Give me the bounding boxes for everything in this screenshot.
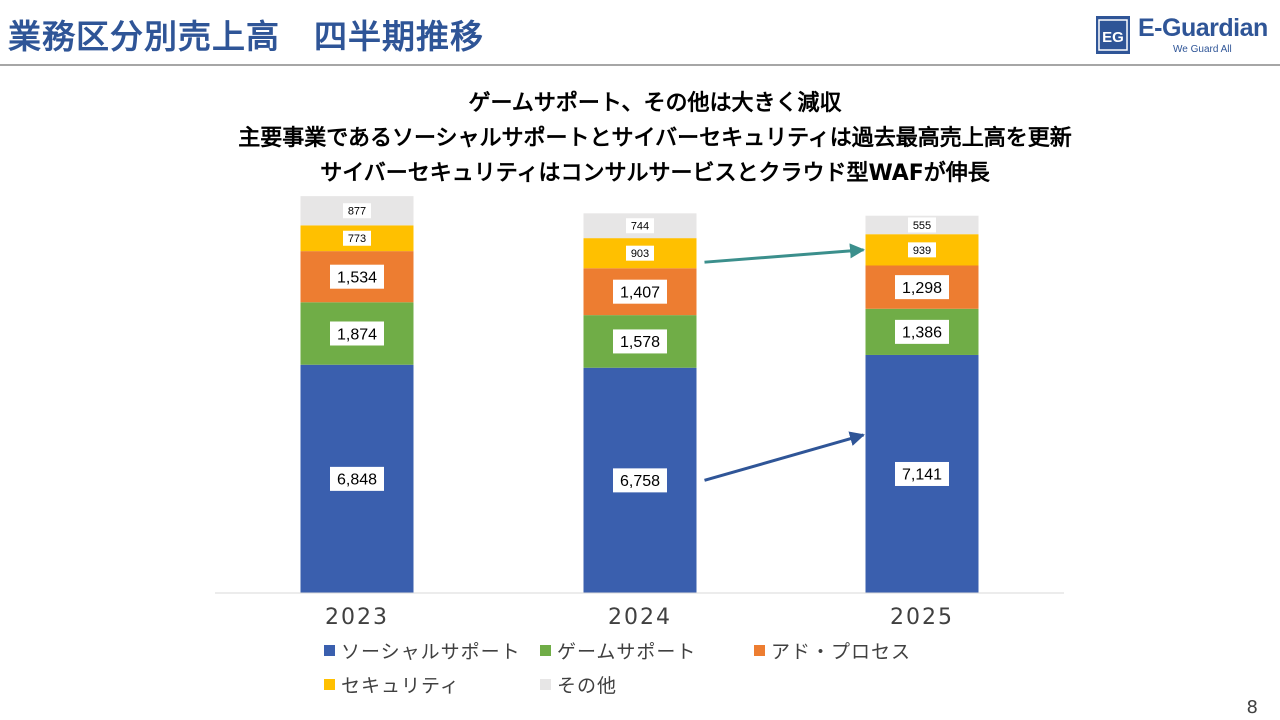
legend-label: セキュリティ xyxy=(341,674,460,697)
x-tick-label: 2024 xyxy=(608,605,672,630)
data-label: 1,578 xyxy=(620,334,660,351)
headline-2: 主要事業であるソーシャルサポートとサイバーセキュリティは過去最高売上高を更新 xyxy=(238,126,1072,151)
data-label-box xyxy=(330,466,384,491)
data-label-box xyxy=(895,319,949,344)
x-tick-label: 2025 xyxy=(890,605,954,630)
logo-tagline: We Guard All xyxy=(1173,44,1232,55)
data-label: 6,848 xyxy=(337,472,377,489)
trend-arrow xyxy=(704,243,865,264)
legend-item-game-support: ゲームサポート xyxy=(540,636,696,664)
data-label: 744 xyxy=(631,221,649,233)
data-label-box xyxy=(613,468,667,493)
legend-item-other: その他 xyxy=(540,670,617,698)
trend-arrow xyxy=(704,431,865,482)
data-label-box xyxy=(626,218,654,234)
title-divider xyxy=(0,64,1280,66)
legend-item-social-support: ソーシャルサポート xyxy=(324,636,521,664)
chart-legend: ソーシャルサポート ゲームサポート アド・プロセス セキュリティ その他 xyxy=(324,636,964,702)
legend-swatch xyxy=(540,678,551,690)
company-logo: EG E-Guardian We Guard All xyxy=(1096,14,1272,56)
data-label: 1,534 xyxy=(337,269,377,286)
page-number: 8 xyxy=(1246,697,1258,718)
data-label-box xyxy=(330,264,384,289)
legend-label: アド・プロセス xyxy=(771,640,912,663)
page-title: 業務区分別売上高 四半期推移 xyxy=(8,17,484,56)
data-label-box xyxy=(626,245,654,261)
data-label: 903 xyxy=(631,248,649,260)
headline-3: サイバーセキュリティはコンサルサービスとクラウド型WAFが伸長 xyxy=(320,161,990,186)
data-label-box xyxy=(343,230,371,246)
headline-block: ゲームサポート、その他は大きく減収 主要事業であるソーシャルサポートとサイバーセ… xyxy=(140,86,1170,191)
legend-swatch xyxy=(540,644,551,656)
x-tick-label: 2023 xyxy=(325,605,389,630)
legend-swatch xyxy=(324,678,335,690)
data-label-box xyxy=(343,203,371,219)
legend-label: ゲームサポート xyxy=(557,640,697,663)
logo-mark-text: EG xyxy=(1102,29,1124,46)
legend-label: その他 xyxy=(557,674,618,697)
logo-mark-icon: EG xyxy=(1096,16,1130,54)
logo-name: E-Guardian xyxy=(1138,14,1268,42)
data-label: 1,386 xyxy=(902,325,942,342)
data-label: 1,874 xyxy=(337,326,377,343)
data-label: 877 xyxy=(348,206,366,218)
data-label: 773 xyxy=(348,233,366,245)
data-label: 939 xyxy=(913,245,931,257)
data-label: 555 xyxy=(913,220,931,232)
data-label-box xyxy=(908,242,936,258)
legend-item-ad-process: アド・プロセス xyxy=(754,636,911,664)
legend-swatch xyxy=(324,644,335,656)
data-label: 1,407 xyxy=(620,284,660,301)
data-label-box xyxy=(895,461,949,486)
data-label-box xyxy=(613,279,667,304)
data-label-box xyxy=(908,217,936,233)
legend-label: ソーシャルサポート xyxy=(341,640,521,663)
headline-1: ゲームサポート、その他は大きく減収 xyxy=(468,91,842,116)
legend-swatch xyxy=(754,644,765,656)
data-label-box xyxy=(613,329,667,354)
data-label: 6,758 xyxy=(620,473,660,490)
data-label-box xyxy=(330,321,384,346)
data-label-box xyxy=(895,275,949,300)
data-label: 1,298 xyxy=(902,280,942,297)
data-label: 7,141 xyxy=(902,467,942,484)
legend-item-security: セキュリティ xyxy=(324,670,460,698)
